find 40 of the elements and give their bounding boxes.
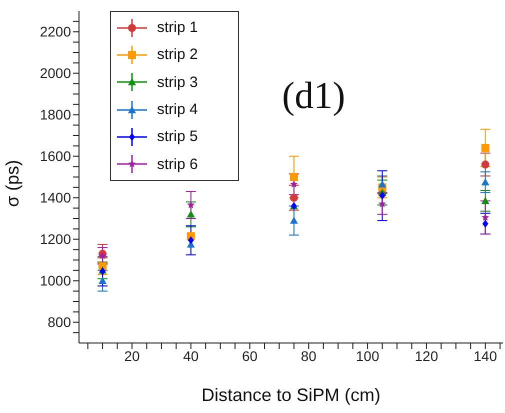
- point: [98, 276, 107, 284]
- y-tick-label: 1200: [40, 231, 72, 248]
- legend-label: strip 6: [157, 156, 198, 173]
- legend-label: strip 3: [157, 74, 198, 91]
- legend-label: strip 2: [157, 46, 198, 64]
- point: [188, 236, 194, 244]
- point: [481, 160, 490, 169]
- annotation: (d1): [282, 74, 346, 118]
- x-axis-title: Distance to SiPM (cm): [201, 385, 381, 405]
- point: [290, 173, 298, 181]
- point: [481, 178, 490, 186]
- x-tick-label: 120: [414, 348, 438, 364]
- x-tick-label: 60: [242, 348, 258, 364]
- point: [378, 180, 386, 188]
- y-tick-label: 1000: [40, 272, 72, 289]
- y-tick-label: 2200: [40, 24, 72, 40]
- point: [290, 180, 298, 188]
- legend-label: strip 1: [157, 19, 198, 36]
- x-tick-label: 100: [356, 348, 380, 364]
- x-tick-label: 140: [474, 348, 498, 364]
- point: [481, 144, 490, 152]
- point: [481, 196, 490, 204]
- y-tick-label: 1600: [40, 148, 72, 164]
- point: [187, 201, 195, 208]
- y-axis-title: σ (ps): [2, 160, 22, 207]
- legend-label: strip 4: [157, 101, 198, 118]
- point: [482, 220, 488, 228]
- point: [186, 210, 195, 218]
- y-tick-label: 1800: [40, 106, 72, 123]
- y-tick-label: 800: [48, 314, 72, 330]
- point: [378, 200, 386, 208]
- point: [482, 213, 490, 221]
- x-tick-label: 80: [300, 348, 317, 364]
- point: [290, 194, 298, 202]
- x-tick-label: 20: [124, 348, 140, 364]
- legend-label: strip 5: [157, 128, 198, 146]
- x-tick-label: 40: [183, 348, 199, 364]
- y-tick-label: 1400: [40, 190, 72, 206]
- y-tick-label: 2000: [40, 65, 72, 82]
- point: [290, 216, 298, 224]
